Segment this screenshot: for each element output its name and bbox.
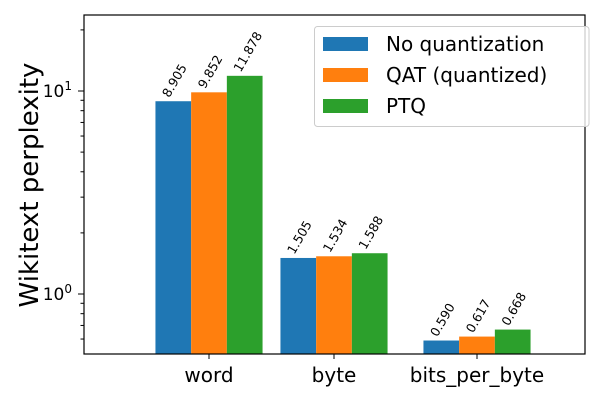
bar-bits_per_byte-0 [423,340,460,354]
x-axis-ticks: word byte bits_per_byte [184,354,544,387]
bar-byte-1 [316,256,352,354]
y-tick-label: 100 [43,282,72,305]
legend-label: No quantization [386,32,544,56]
y-tick-label: 101 [43,79,72,102]
bar-value-label: 9.852 [195,52,226,91]
y-axis-label: Wikitext perplexity [15,63,45,308]
legend-swatch [323,37,368,51]
legend-label: PTQ [386,94,426,118]
bar-value-label: 0.668 [498,290,529,329]
bar-value-label: 0.617 [463,297,494,336]
bar-bits_per_byte-2 [494,329,531,354]
x-tick-label-byte: byte [312,363,357,387]
legend-swatch [323,99,368,113]
x-tick-label-bits_per_byte: bits_per_byte [410,363,544,387]
bar-byte-0 [280,257,317,354]
bar-value-label: 1.505 [284,218,315,257]
legend-label: QAT (quantized) [386,63,547,87]
bars-group [155,75,531,355]
legend-swatch [323,68,368,82]
bar-word-0 [155,101,192,355]
y-axis-ticks: 100 101 [43,29,84,340]
bar-value-label: 1.534 [320,216,351,255]
bar-value-label: 1.588 [355,213,386,252]
bar-word-2 [226,75,263,355]
legend: No quantization QAT (quantized) PTQ [314,26,590,127]
bar-value-label: 11.878 [230,29,265,74]
x-tick-label-word: word [184,363,233,387]
bar-value-label: 0.590 [427,300,458,339]
bar-byte-2 [351,253,388,354]
bar-word-1 [191,92,227,354]
bar-bits_per_byte-1 [459,336,495,354]
bar-value-label: 8.905 [159,61,190,100]
legend-box [314,26,590,127]
